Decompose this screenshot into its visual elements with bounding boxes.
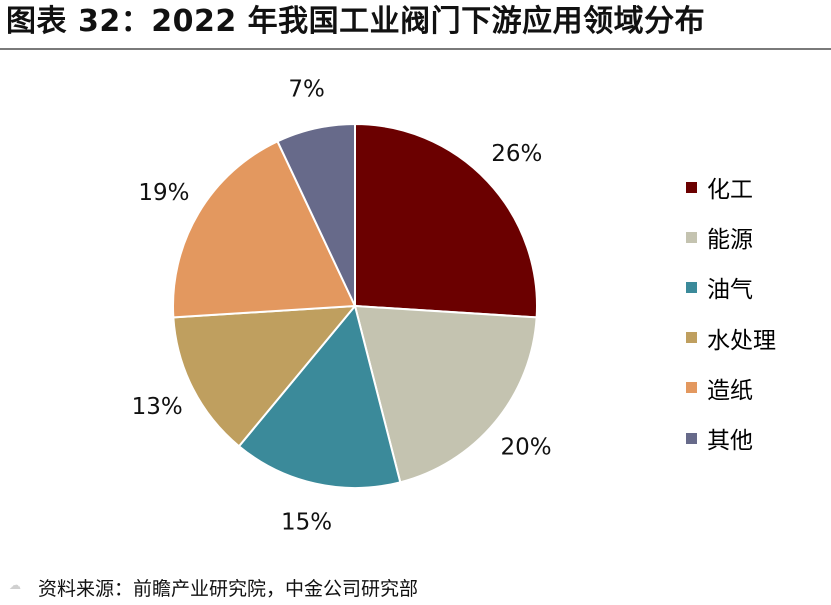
pie-data-label-1: 20% [500,435,551,461]
pie-slice-4 [172,139,357,319]
source-note: 资料来源：前瞻产业研究院，中金公司研究部 [38,578,419,600]
legend-label-0: 化工 [707,177,753,204]
legend-label-2: 油气 [707,277,753,304]
pie-data-label-4: 19% [138,180,189,206]
legend-swatch-1 [686,231,697,243]
legend-label-3: 水处理 [707,327,776,354]
pie-slice-1 [353,304,538,484]
watermark-icon: ☁ [9,578,21,592]
pie-slice-0 [354,122,538,319]
legend-swatch-5 [686,432,697,444]
legend-swatch-3 [686,332,697,344]
legend-swatch-2 [686,281,697,293]
legend-item-0: 化工 [686,162,776,212]
chart-legend: 化工能源油气水处理造纸其他 [686,162,776,463]
legend-item-4: 造纸 [686,363,776,413]
legend-swatch-4 [686,382,697,394]
legend-label-1: 能源 [707,227,753,254]
pie-slice-5 [276,122,356,307]
pie-data-label-0: 26% [491,141,542,167]
pie-data-label-2: 15% [281,510,332,536]
legend-item-2: 油气 [686,262,776,312]
legend-item-1: 能源 [686,212,776,262]
pie-data-label-3: 13% [132,394,183,420]
legend-item-5: 其他 [686,413,776,463]
legend-label-5: 其他 [707,428,753,455]
chart-title: 图表 32：2022 年我国工业阀门下游应用领域分布 [6,4,706,39]
legend-item-3: 水处理 [686,313,776,363]
pie-slice-3 [172,304,358,448]
title-divider [0,48,831,50]
pie-slice-2 [237,303,402,489]
legend-swatch-0 [686,181,697,193]
pie-data-label-5: 7% [288,76,325,102]
legend-label-4: 造纸 [707,377,753,404]
